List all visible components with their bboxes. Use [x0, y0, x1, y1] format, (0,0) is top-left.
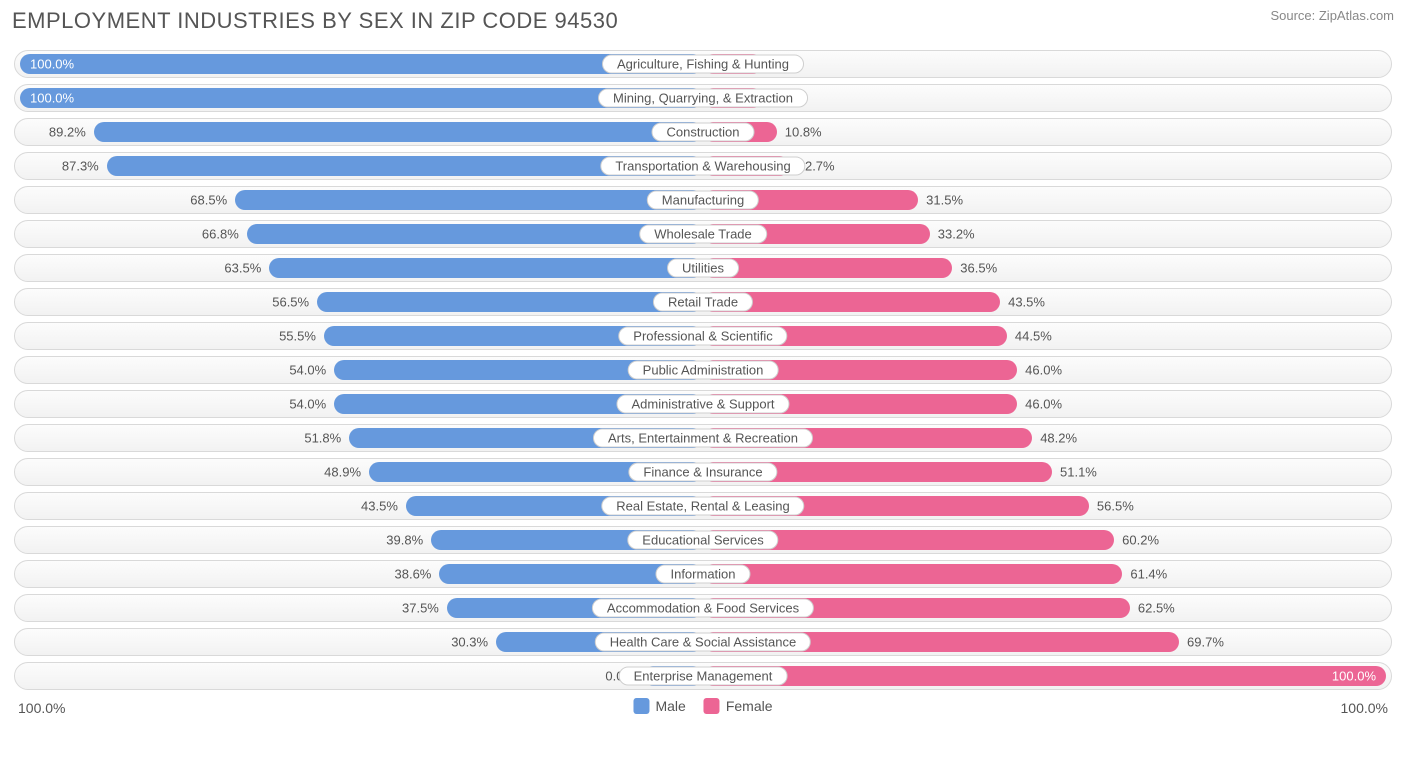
chart-area: 100.0%0.0%Agriculture, Fishing & Hunting…	[12, 50, 1394, 690]
chart-footer: 100.0% Male Female 100.0%	[12, 696, 1394, 726]
chart-row: 100.0%0.0%Mining, Quarrying, & Extractio…	[14, 84, 1392, 112]
category-label: Agriculture, Fishing & Hunting	[602, 55, 804, 74]
category-label: Finance & Insurance	[628, 463, 777, 482]
chart-row: 54.0% 46.0% Public Administration	[14, 356, 1392, 384]
chart-row: 89.2% 10.8% Construction	[14, 118, 1392, 146]
male-bar	[235, 190, 703, 210]
axis-label-right: 100.0%	[1341, 700, 1388, 716]
legend-item-female: Female	[704, 698, 773, 714]
chart-source: Source: ZipAtlas.com	[1270, 8, 1394, 23]
female-bar	[703, 564, 1122, 584]
male-pct-label: 100.0%	[30, 57, 74, 72]
chart-row: 51.8% 48.2% Arts, Entertainment & Recreati…	[14, 424, 1392, 452]
male-pct-label: 66.8%	[202, 227, 239, 242]
chart-row: 30.3% 69.7% Health Care & Social Assistanc…	[14, 628, 1392, 656]
chart-row: 0.0%100.0%Enterprise Management	[14, 662, 1392, 690]
legend-swatch-female	[704, 698, 720, 714]
female-pct-label: 10.8%	[785, 125, 822, 140]
male-bar	[94, 122, 703, 142]
male-pct-label: 30.3%	[451, 635, 488, 650]
category-label: Utilities	[667, 259, 739, 278]
male-pct-label: 56.5%	[272, 295, 309, 310]
female-pct-label: 33.2%	[938, 227, 975, 242]
category-label: Transportation & Warehousing	[600, 157, 805, 176]
female-pct-label: 51.1%	[1060, 465, 1097, 480]
category-label: Arts, Entertainment & Recreation	[593, 429, 813, 448]
female-pct-label: 31.5%	[926, 193, 963, 208]
chart-row: 37.5% 62.5% Accommodation & Food Services	[14, 594, 1392, 622]
female-pct-label: 62.5%	[1138, 601, 1175, 616]
category-label: Information	[655, 565, 750, 584]
category-label: Enterprise Management	[619, 667, 788, 686]
male-pct-label: 37.5%	[402, 601, 439, 616]
category-label: Retail Trade	[653, 293, 753, 312]
chart-row: 55.5% 44.5% Professional & Scientific	[14, 322, 1392, 350]
female-pct-label: 44.5%	[1015, 329, 1052, 344]
category-label: Administrative & Support	[616, 395, 789, 414]
female-bar	[703, 258, 952, 278]
category-label: Public Administration	[628, 361, 779, 380]
male-pct-label: 54.0%	[289, 363, 326, 378]
category-label: Real Estate, Rental & Leasing	[601, 497, 804, 516]
category-label: Professional & Scientific	[618, 327, 787, 346]
legend-item-male: Male	[633, 698, 685, 714]
male-bar	[317, 292, 703, 312]
male-pct-label: 43.5%	[361, 499, 398, 514]
category-label: Construction	[652, 123, 755, 142]
chart-row: 87.3%12.7%Transportation & Warehousing	[14, 152, 1392, 180]
chart-row: 54.0% 46.0% Administrative & Support	[14, 390, 1392, 418]
female-pct-label: 100.0%	[1332, 669, 1376, 684]
male-pct-label: 63.5%	[224, 261, 261, 276]
category-label: Mining, Quarrying, & Extraction	[598, 89, 808, 108]
legend-label-female: Female	[726, 698, 773, 714]
category-label: Wholesale Trade	[639, 225, 767, 244]
female-pct-label: 69.7%	[1187, 635, 1224, 650]
male-pct-label: 51.8%	[304, 431, 341, 446]
male-pct-label: 68.5%	[190, 193, 227, 208]
male-pct-label: 38.6%	[395, 567, 432, 582]
chart-row: 56.5% 43.5% Retail Trade	[14, 288, 1392, 316]
male-bar	[269, 258, 703, 278]
chart-row: 66.8% 33.2% Wholesale Trade	[14, 220, 1392, 248]
male-pct-label: 89.2%	[49, 125, 86, 140]
male-bar: 100.0%	[20, 54, 703, 74]
category-label: Educational Services	[627, 531, 778, 550]
female-pct-label: 56.5%	[1097, 499, 1134, 514]
legend: Male Female	[633, 698, 772, 714]
category-label: Accommodation & Food Services	[592, 599, 814, 618]
category-label: Manufacturing	[647, 191, 759, 210]
female-pct-label: 46.0%	[1025, 363, 1062, 378]
female-pct-label: 46.0%	[1025, 397, 1062, 412]
female-pct-label: 60.2%	[1122, 533, 1159, 548]
male-pct-label: 100.0%	[30, 91, 74, 106]
chart-header: EMPLOYMENT INDUSTRIES BY SEX IN ZIP CODE…	[12, 8, 1394, 34]
male-bar	[247, 224, 703, 244]
chart-row: 63.5% 36.5% Utilities	[14, 254, 1392, 282]
male-pct-label: 55.5%	[279, 329, 316, 344]
female-pct-label: 48.2%	[1040, 431, 1077, 446]
female-pct-label: 36.5%	[960, 261, 997, 276]
chart-row: 43.5% 56.5% Real Estate, Rental & Leasing	[14, 492, 1392, 520]
chart-title: EMPLOYMENT INDUSTRIES BY SEX IN ZIP CODE…	[12, 8, 618, 34]
chart-row: 100.0%0.0%Agriculture, Fishing & Hunting	[14, 50, 1392, 78]
chart-row: 48.9% 51.1% Finance & Insurance	[14, 458, 1392, 486]
legend-label-male: Male	[655, 698, 685, 714]
male-pct-label: 48.9%	[324, 465, 361, 480]
male-pct-label: 54.0%	[289, 397, 326, 412]
chart-row: 68.5% 31.5% Manufacturing	[14, 186, 1392, 214]
category-label: Health Care & Social Assistance	[595, 633, 811, 652]
legend-swatch-male	[633, 698, 649, 714]
chart-row: 38.6% 61.4% Information	[14, 560, 1392, 588]
axis-label-left: 100.0%	[18, 700, 65, 716]
male-pct-label: 39.8%	[386, 533, 423, 548]
chart-row: 39.8% 60.2% Educational Services	[14, 526, 1392, 554]
female-pct-label: 43.5%	[1008, 295, 1045, 310]
female-pct-label: 61.4%	[1130, 567, 1167, 582]
female-bar: 100.0%	[703, 666, 1386, 686]
male-pct-label: 87.3%	[62, 159, 99, 174]
